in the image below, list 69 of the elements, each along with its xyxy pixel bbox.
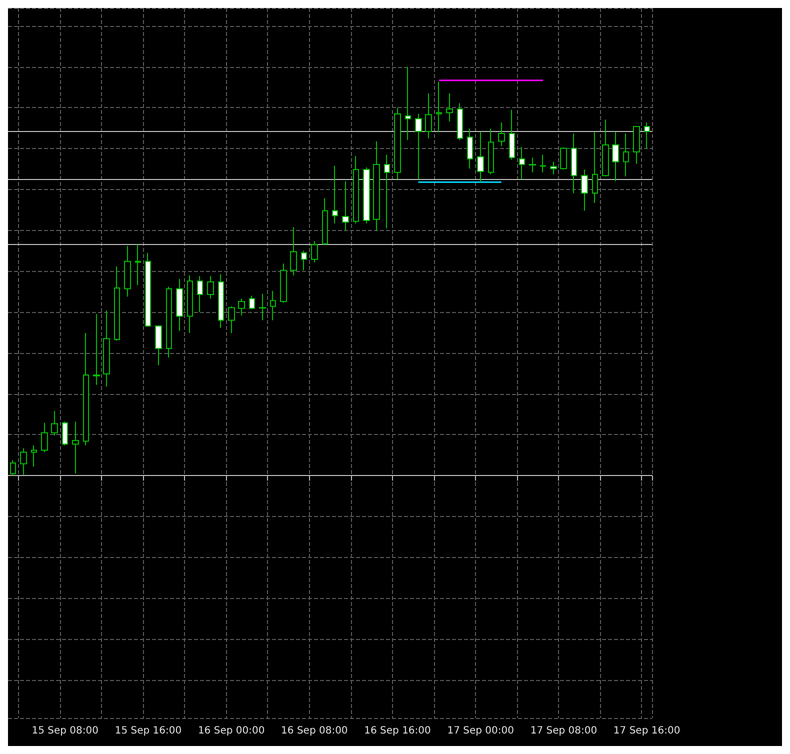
candlestick [103, 310, 110, 388]
candlestick [51, 410, 58, 436]
candlestick [238, 298, 245, 316]
candlestick [477, 132, 484, 183]
candlestick [322, 198, 328, 246]
x-tick-label: 15 Sep 08:00 [32, 726, 99, 736]
candlestick [457, 102, 463, 141]
x-tick-label: 17 Sep 16:00 [613, 726, 680, 736]
candlestick [353, 155, 359, 224]
candlestick [62, 421, 68, 446]
candlestick [332, 165, 338, 224]
x-tick-label: 16 Sep 00:00 [198, 726, 265, 736]
candlestick [135, 244, 141, 286]
candlestick [592, 132, 598, 204]
x-tick-label: 17 Sep 00:00 [447, 726, 514, 736]
candlestick [342, 180, 349, 231]
candlestick [72, 421, 79, 474]
candlestick [270, 290, 276, 321]
candlestick [207, 276, 214, 300]
candlestick [20, 448, 27, 476]
candlestick [644, 122, 650, 149]
candlestick [311, 240, 318, 263]
candlestick [612, 132, 619, 182]
candlestick [187, 274, 193, 334]
candlestick [363, 166, 370, 224]
candlestick [415, 113, 422, 180]
x-tick-label: 17 Sep 08:00 [530, 726, 598, 736]
candlestick [83, 332, 89, 446]
candlestick [394, 107, 401, 180]
candlestick [290, 226, 297, 276]
candlestick [31, 444, 37, 468]
candlestick [176, 278, 183, 332]
candlestick [571, 132, 577, 194]
candlestick [540, 154, 546, 173]
candlestick [602, 119, 609, 177]
candlestick [498, 122, 505, 147]
candlestick [218, 274, 224, 329]
candlestick [280, 262, 287, 304]
candlestick [488, 128, 494, 175]
candlestick [259, 293, 266, 321]
candlestick [93, 314, 100, 386]
candlestick [373, 140, 380, 231]
candlestick [509, 109, 515, 160]
candlestick [166, 286, 172, 358]
candlestick [467, 128, 473, 170]
candlestick [560, 146, 567, 170]
x-tick-label: 15 Sep 16:00 [114, 726, 182, 736]
candlestick [41, 422, 48, 453]
candlestick [145, 252, 151, 328]
candlestick [114, 266, 120, 342]
candlestick [384, 154, 390, 229]
candlestick [519, 146, 525, 180]
candlestick [405, 66, 411, 141]
candlestick [633, 126, 640, 164]
x-tick-label: 16 Sep 16:00 [364, 726, 431, 736]
candlestick [529, 157, 536, 173]
x-tick-label: 16 Sep 08:00 [281, 726, 348, 736]
candlestick [228, 306, 235, 334]
candlestick [425, 92, 432, 139]
candlestick [124, 245, 131, 298]
candlestick [623, 132, 629, 177]
candlestick [550, 161, 557, 175]
candlestick [197, 276, 203, 313]
candlestick [301, 250, 307, 271]
candlestick [155, 324, 162, 366]
candlestick [446, 92, 453, 122]
candlestick [436, 81, 442, 133]
candlestick [249, 295, 255, 310]
candlestick [581, 168, 588, 212]
